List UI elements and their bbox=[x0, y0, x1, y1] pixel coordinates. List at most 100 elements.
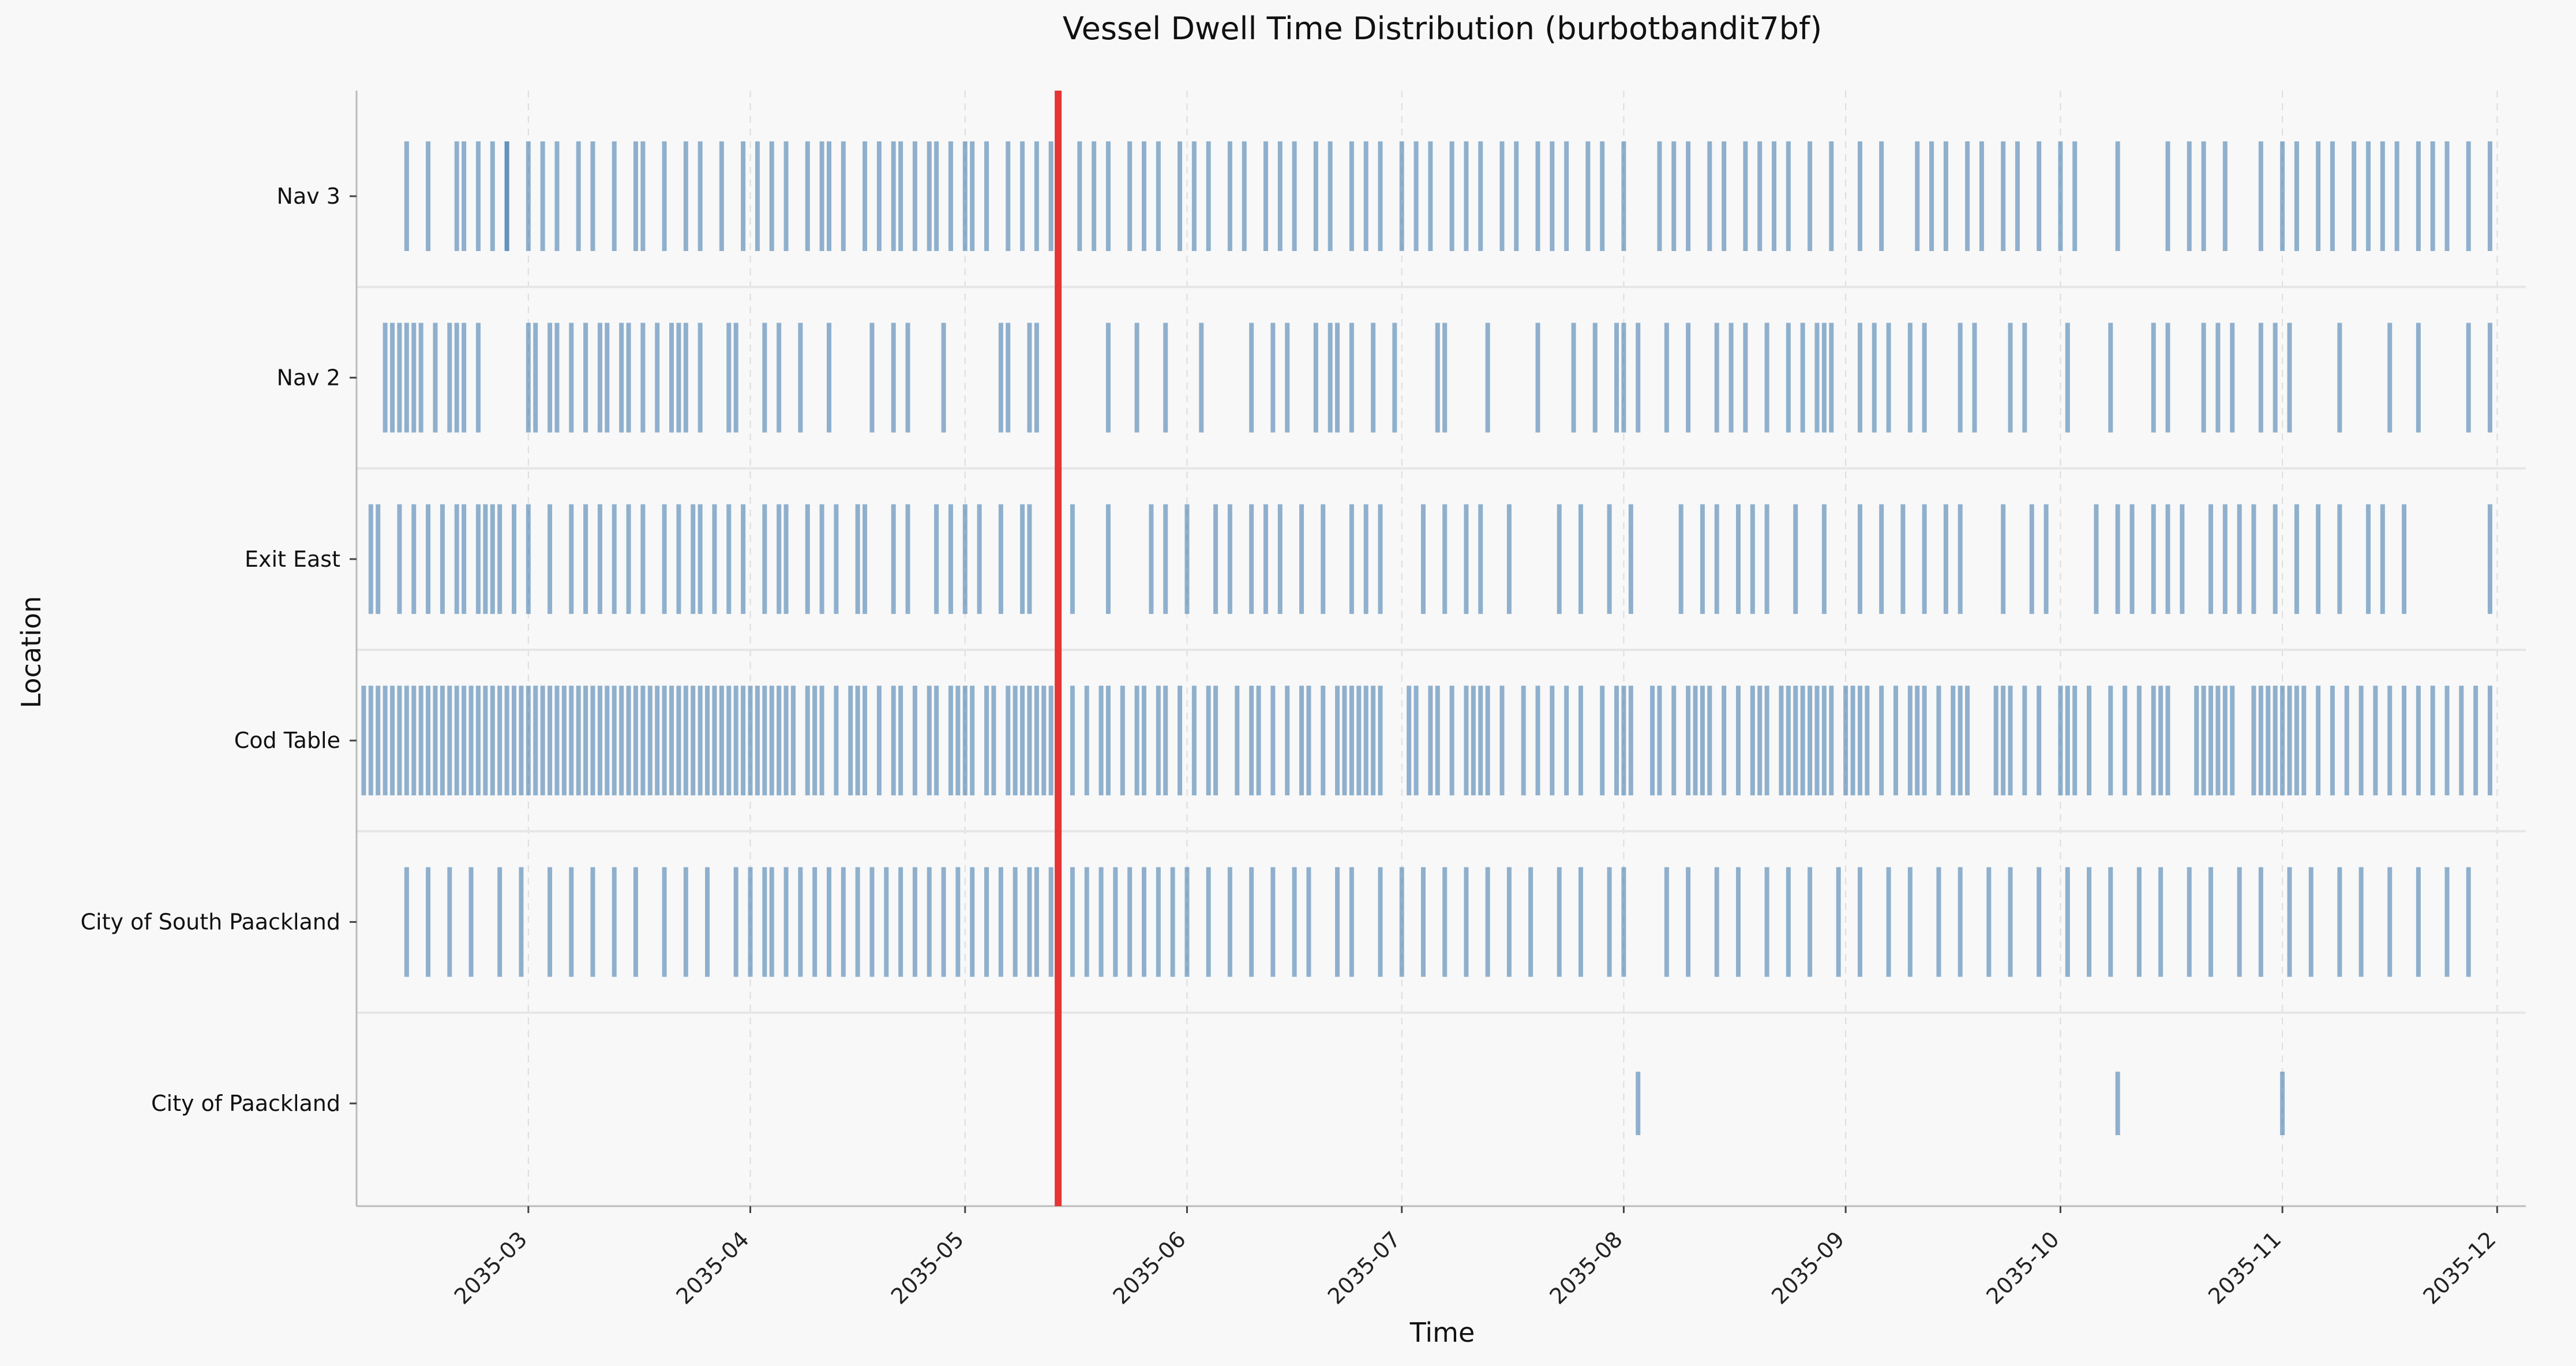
event-mark bbox=[1850, 686, 1855, 796]
event-mark bbox=[1142, 141, 1147, 251]
event-mark bbox=[2258, 867, 2263, 977]
event-mark bbox=[1764, 867, 1769, 977]
event-mark bbox=[984, 867, 989, 977]
event-mark bbox=[1907, 323, 1913, 433]
event-mark bbox=[1098, 686, 1104, 796]
event-mark bbox=[1048, 141, 1053, 251]
y-tick-label: City of Paackland bbox=[151, 1091, 340, 1116]
event-mark bbox=[1292, 867, 1297, 977]
event-mark bbox=[1621, 141, 1626, 251]
event-mark bbox=[554, 686, 560, 796]
event-mark bbox=[1657, 141, 1662, 251]
event-mark bbox=[884, 867, 889, 977]
event-mark bbox=[984, 686, 989, 796]
event-mark bbox=[1363, 141, 1368, 251]
event-mark bbox=[777, 504, 782, 614]
event-mark bbox=[827, 867, 832, 977]
event-mark bbox=[998, 504, 1003, 614]
event-mark bbox=[548, 867, 553, 977]
event-mark bbox=[1034, 141, 1039, 251]
event-mark bbox=[2466, 867, 2471, 977]
event-mark bbox=[962, 686, 968, 796]
event-mark bbox=[790, 686, 796, 796]
event-mark bbox=[1378, 504, 1383, 614]
event-mark bbox=[404, 686, 409, 796]
event-mark bbox=[669, 323, 674, 433]
event-mark bbox=[2058, 686, 2063, 796]
event-mark bbox=[2022, 323, 2027, 433]
event-mark bbox=[1478, 686, 1483, 796]
event-mark bbox=[1435, 686, 1440, 796]
event-mark bbox=[655, 323, 660, 433]
event-mark bbox=[891, 504, 896, 614]
event-mark bbox=[848, 686, 853, 796]
event-mark bbox=[383, 323, 388, 433]
event-mark bbox=[454, 141, 459, 251]
event-mark bbox=[1306, 867, 1311, 977]
event-mark bbox=[1600, 686, 1605, 796]
event-mark bbox=[633, 141, 638, 251]
event-mark bbox=[1714, 867, 1719, 977]
event-mark bbox=[755, 686, 760, 796]
event-mark bbox=[605, 686, 610, 796]
event-mark bbox=[633, 686, 638, 796]
event-mark bbox=[1371, 323, 1376, 433]
event-mark bbox=[1442, 867, 1448, 977]
event-mark bbox=[2022, 686, 2027, 796]
event-mark bbox=[2444, 141, 2450, 251]
event-mark bbox=[1786, 141, 1791, 251]
event-mark bbox=[597, 323, 602, 433]
event-mark bbox=[383, 686, 388, 796]
event-mark bbox=[1786, 323, 1791, 433]
event-mark bbox=[2230, 323, 2235, 433]
event-mark bbox=[2444, 686, 2450, 796]
event-mark bbox=[512, 686, 517, 796]
event-mark bbox=[970, 141, 975, 251]
event-mark bbox=[748, 686, 753, 796]
event-mark bbox=[483, 504, 488, 614]
event-mark bbox=[1965, 141, 1970, 251]
event-mark bbox=[1857, 141, 1862, 251]
event-mark bbox=[2416, 323, 2421, 433]
event-mark bbox=[1306, 686, 1311, 796]
event-mark bbox=[1578, 686, 1583, 796]
event-mark bbox=[698, 504, 703, 614]
event-mark bbox=[905, 323, 910, 433]
y-tick-label: City of South Paackland bbox=[80, 910, 340, 935]
event-mark bbox=[1471, 686, 1476, 796]
event-mark bbox=[1399, 141, 1404, 251]
event-mark bbox=[1621, 867, 1626, 977]
event-mark bbox=[368, 686, 373, 796]
event-mark bbox=[1857, 323, 1862, 433]
event-mark bbox=[2201, 686, 2206, 796]
event-mark bbox=[2294, 141, 2299, 251]
event-mark bbox=[1006, 141, 1011, 251]
event-mark bbox=[662, 504, 667, 614]
event-mark bbox=[2065, 686, 2070, 796]
event-mark bbox=[576, 141, 581, 251]
event-mark bbox=[1821, 323, 1827, 433]
event-mark bbox=[1084, 686, 1089, 796]
event-mark bbox=[1958, 504, 1963, 614]
event-mark bbox=[1650, 686, 1655, 796]
event-mark bbox=[783, 141, 789, 251]
axes bbox=[355, 91, 2526, 1207]
event-mark bbox=[1313, 141, 1318, 251]
event-mark bbox=[2072, 141, 2078, 251]
event-mark bbox=[404, 141, 409, 251]
event-mark bbox=[1134, 686, 1139, 796]
event-mark bbox=[891, 323, 896, 433]
event-mark bbox=[2165, 141, 2170, 251]
event-mark bbox=[2201, 323, 2206, 433]
event-mark bbox=[863, 141, 868, 251]
event-mark bbox=[2029, 504, 2034, 614]
event-mark bbox=[2129, 504, 2135, 614]
event-mark bbox=[540, 141, 545, 251]
event-mark bbox=[805, 504, 810, 614]
event-mark bbox=[1149, 504, 1154, 614]
event-mark bbox=[2108, 867, 2113, 977]
event-mark bbox=[1636, 323, 1641, 433]
event-mark bbox=[612, 686, 617, 796]
event-mark bbox=[798, 323, 803, 433]
event-mark bbox=[1907, 686, 1913, 796]
